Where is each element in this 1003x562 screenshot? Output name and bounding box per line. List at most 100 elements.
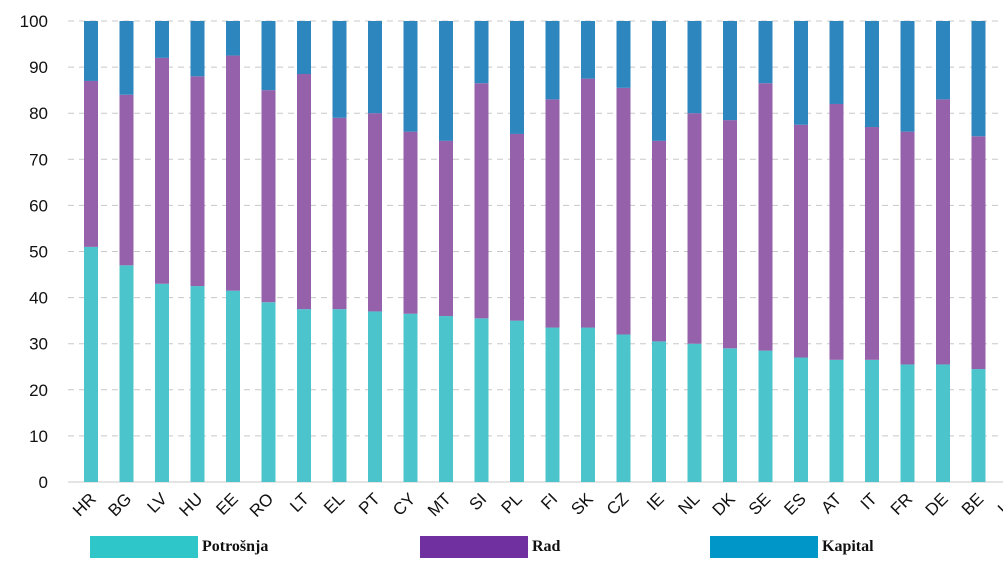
bar-cz-series-0: [616, 334, 631, 482]
bar-pl-series-2: [510, 21, 524, 134]
y-tick-label: 10: [29, 427, 48, 446]
bar-cy-series-2: [403, 21, 418, 132]
x-tick-label-nl: NL: [675, 489, 704, 518]
bar-it-series-0: [865, 359, 879, 482]
bar-de-series-1: [936, 99, 950, 365]
bar-mt-series-1: [439, 140, 453, 317]
bar-ro-series-1: [261, 90, 276, 303]
bar-sk-series-1: [581, 78, 595, 328]
bar-se-series-0: [758, 350, 773, 482]
y-tick-label: 50: [29, 243, 48, 262]
bar-at-series-1: [829, 103, 844, 360]
legend-swatch-rad: [420, 536, 528, 558]
bar-dk-series-2: [723, 21, 737, 121]
x-tick-label-mt: MT: [424, 489, 455, 520]
x-tick-label-cz: CZ: [603, 489, 632, 518]
x-tick-label-ie: IE: [643, 489, 668, 514]
y-tick-label: 70: [29, 150, 48, 169]
bar-lv-series-0: [155, 283, 169, 482]
bar-nl-series-1: [687, 113, 702, 344]
legend-label-potrosnja: Potrošnja: [202, 538, 269, 555]
x-tick-label-de: DE: [922, 489, 952, 519]
bar-nl-series-0: [687, 343, 702, 482]
bar-cz-series-1: [616, 87, 631, 335]
bar-lv-series-1: [155, 57, 169, 284]
bar-pt-series-2: [368, 21, 382, 114]
x-tick-label-lv: LV: [144, 489, 172, 517]
x-tick-label-bg: BG: [105, 489, 136, 520]
bar-es-series-0: [794, 357, 808, 482]
x-tick-label-it: IT: [857, 489, 881, 513]
x-tick-label-be: BE: [958, 489, 987, 518]
x-tick-label-ee: EE: [212, 489, 241, 518]
legend-item-rad: Rad: [420, 536, 560, 558]
bar-lt-series-2: [297, 21, 311, 75]
bar-se-series-1: [758, 83, 773, 351]
bar-si-series-0: [474, 318, 489, 482]
x-tick-label-el: EL: [320, 489, 348, 517]
bar-mt-series-0: [439, 316, 453, 482]
bar-lv-series-2: [155, 21, 169, 58]
y-tick-label: 80: [29, 104, 48, 123]
legend-item-potrosnja: Potrošnja: [90, 536, 268, 558]
bar-it-series-2: [865, 21, 879, 128]
x-tick-label-es: ES: [780, 489, 809, 518]
x-tick-label-si: SI: [466, 489, 491, 514]
bar-be-series-1: [971, 136, 986, 370]
legend-item-kapital: Kapital: [710, 536, 874, 558]
bar-el-series-1: [332, 117, 347, 310]
bar-cz-series-2: [616, 21, 631, 88]
x-tick-label-lu: LU: [994, 489, 1003, 518]
bar-bg-series-2: [119, 21, 134, 95]
bar-cy-series-1: [403, 131, 418, 314]
x-tick-label-pt: PT: [355, 489, 384, 518]
bar-pl-series-0: [510, 320, 524, 482]
bar-mt-series-2: [439, 21, 453, 141]
bar-nl-series-2: [687, 21, 702, 114]
x-tick-label-at: AT: [817, 489, 845, 517]
x-axis-ticks: HR BG LV HU EE RO LT EL PT CY MT SI PL FI SK CZ IE NL DK SE…: [69, 489, 1003, 521]
bar-fi-series-1: [545, 99, 560, 328]
x-tick-label-pl: PL: [498, 489, 526, 517]
x-tick-label-lt: LT: [286, 489, 313, 516]
y-tick-label: 0: [39, 473, 48, 492]
bar-ro-series-0: [261, 302, 276, 482]
bar-lt-series-0: [297, 309, 311, 482]
legend: Potrošnja Rad Kapital: [0, 536, 1003, 558]
bar-bg-series-1: [119, 94, 134, 266]
bar-dk-series-1: [723, 120, 737, 349]
bar-hr-series-1: [84, 80, 98, 247]
bar-ee-series-0: [226, 290, 240, 482]
bar-hr-series-0: [84, 246, 98, 482]
bar-el-series-2: [332, 21, 347, 118]
y-tick-label: 30: [29, 335, 48, 354]
bar-fr-series-0: [900, 364, 915, 482]
x-tick-label-hr: HR: [69, 489, 100, 520]
bar-cy-series-0: [403, 313, 418, 482]
bar-se-series-2: [758, 21, 773, 84]
bar-hr-series-2: [84, 21, 98, 81]
bar-it-series-1: [865, 127, 879, 360]
bar-be-series-0: [971, 369, 986, 482]
bar-at-series-2: [829, 21, 844, 104]
legend-label-kapital: Kapital: [822, 538, 874, 555]
y-tick-label: 60: [29, 196, 48, 215]
bar-at-series-0: [829, 359, 844, 482]
bar-be-series-2: [971, 21, 986, 137]
bar-es-series-1: [794, 124, 808, 358]
y-tick-label: 100: [20, 12, 48, 31]
bar-pl-series-1: [510, 133, 524, 321]
bar-ie-series-0: [652, 341, 666, 482]
bar-es-series-2: [794, 21, 808, 125]
legend-swatch-potrosnja: [90, 536, 198, 558]
y-tick-label: 20: [29, 381, 48, 400]
bar-sk-series-0: [581, 327, 595, 482]
x-tick-label-fr: FR: [887, 489, 916, 518]
bar-ee-series-1: [226, 55, 240, 291]
bar-hu-series-2: [190, 21, 205, 77]
bar-fi-series-0: [545, 327, 560, 482]
bar-ee-series-2: [226, 21, 240, 56]
gridlines: [68, 20, 1003, 483]
bar-lt-series-1: [297, 74, 311, 310]
